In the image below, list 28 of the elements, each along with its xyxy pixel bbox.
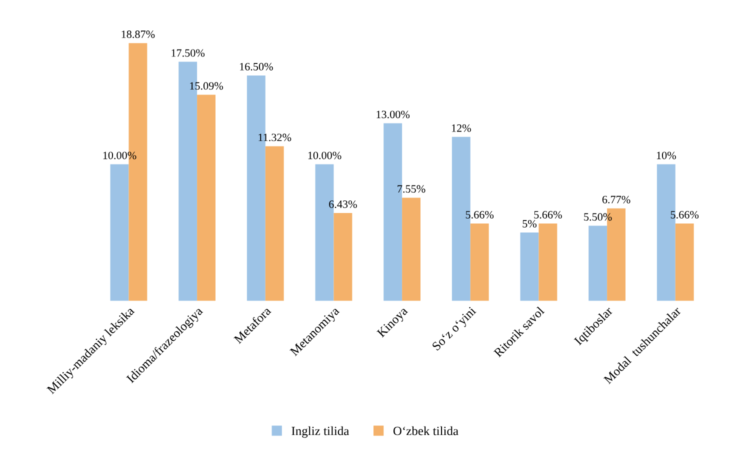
data-label: 5.66% <box>534 210 562 219</box>
data-label: 7.55% <box>398 185 426 193</box>
data-label: 18.87% <box>122 30 155 38</box>
legend-label: O‘zbek tilida <box>393 426 458 436</box>
bar <box>334 213 352 301</box>
bar <box>470 224 489 301</box>
data-label: 16.50% <box>240 62 273 70</box>
bar <box>675 224 694 301</box>
bar <box>402 198 420 301</box>
data-label: 12% <box>452 124 471 132</box>
legend-label: Ingliz tilida <box>292 426 350 438</box>
data-label: 5% <box>522 220 537 228</box>
bar <box>110 164 129 301</box>
data-label: 15.09% <box>190 82 224 90</box>
data-label: 17.50% <box>172 49 205 57</box>
data-label: 10% <box>656 152 676 160</box>
data-label: 5.66% <box>670 210 699 219</box>
bar <box>588 226 608 301</box>
bar <box>520 232 539 301</box>
data-label: 11.32% <box>258 134 292 142</box>
data-label: 6.77% <box>602 196 630 204</box>
data-label: 10.00% <box>308 152 342 160</box>
bar <box>265 146 284 301</box>
data-label: 13.00% <box>376 110 410 118</box>
bar <box>197 94 216 301</box>
data-label: 6.43% <box>329 200 357 208</box>
bar <box>538 224 558 301</box>
data-label: 5.66% <box>466 210 494 219</box>
